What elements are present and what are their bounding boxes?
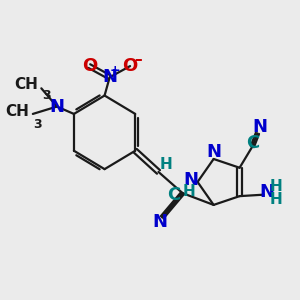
Text: N: N (152, 213, 167, 231)
Text: 3: 3 (33, 118, 42, 131)
Text: –: – (134, 52, 142, 67)
Text: C: C (167, 186, 180, 204)
Text: CH: CH (14, 77, 38, 92)
Text: 3: 3 (42, 89, 50, 102)
Text: O: O (82, 57, 97, 75)
Text: N: N (184, 172, 199, 190)
Text: N: N (206, 142, 221, 160)
Text: N: N (50, 98, 64, 116)
Text: N: N (252, 118, 267, 136)
Text: +: + (110, 64, 120, 77)
Text: H: H (160, 157, 173, 172)
Text: C: C (246, 134, 259, 152)
Text: H: H (270, 179, 283, 194)
Text: N: N (260, 183, 274, 201)
Text: H: H (182, 184, 195, 199)
Text: CH: CH (6, 104, 29, 119)
Text: O: O (122, 57, 138, 75)
Text: N: N (102, 68, 117, 86)
Text: H: H (270, 193, 283, 208)
